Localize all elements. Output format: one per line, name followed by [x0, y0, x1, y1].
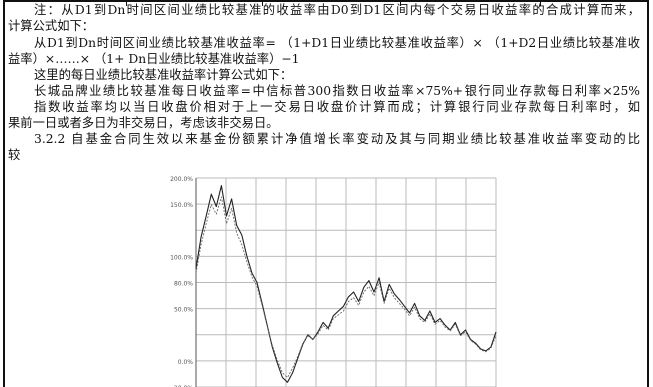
- section-heading-cont: 较: [8, 148, 21, 162]
- note-line-1: 注：从D1到Dn时间区间业绩比较基准的收益率由D0到D1区间内每个交易日收益率的…: [34, 3, 640, 17]
- table-border-top: [3, 0, 649, 2]
- chart-y-tick-label: 0.0%: [178, 359, 194, 366]
- index-return-note-2: 果前一日或者多日为非交易日，考虑该非交易日。: [8, 116, 279, 130]
- page-frame-right: [647, 0, 649, 387]
- note-line-2: 计算公式如下：: [8, 19, 95, 33]
- table-cell-divider: [126, 0, 127, 6]
- section-heading-3-2-2: 3.2.2 自基金合同生效以来基金份额累计净值增长率变动及其与同期业绩比较基准收…: [34, 132, 640, 146]
- chart-y-tick-label: 200.0%: [170, 176, 193, 183]
- table-cell-divider: [262, 0, 263, 6]
- chart-y-tick-label: 150.0%: [170, 202, 193, 209]
- chart-y-tick-label: 80.0%: [174, 281, 193, 288]
- benchmark-formula: 长城品牌业绩比较基准每日收益率=中信标普300指数日收益率×75%+银行同业存款…: [34, 84, 640, 98]
- page-frame-left: [3, 0, 5, 387]
- chart-series-benchmark-line: [195, 196, 497, 378]
- nav-growth-chart: 200.0% 150.0% 100.0% 80.0% 50.0% 0.0% -20.0%: [164, 156, 504, 387]
- chart-y-tick-label: 100.0%: [170, 254, 193, 261]
- index-return-note-1: 指数收益率均以当日收盘价相对于上一交易日收盘价计算而成；计算银行同业存款每日利率…: [34, 100, 640, 114]
- daily-formula-intro: 这里的每日业绩比较基准收益率计算公式如下：: [34, 68, 293, 82]
- chart-y-tick-label: -20.0%: [172, 385, 194, 387]
- table-cell-divider: [400, 0, 401, 6]
- chart-y-tick-label: 50.0%: [174, 307, 193, 314]
- chart-canvas: 200.0% 150.0% 100.0% 80.0% 50.0% 0.0% -20.0%: [170, 176, 497, 387]
- chart-series-nav-line: [195, 185, 497, 383]
- table-cell-divider: [540, 0, 541, 6]
- formula-line-1: 从D1到Dn时间区间业绩比较基准收益率= （1+D1日业绩比较基准收益率）× （…: [34, 36, 640, 50]
- formula-line-2: 益率）×……× （1+ Dn日业绩比较基准收益率）−1: [8, 52, 300, 66]
